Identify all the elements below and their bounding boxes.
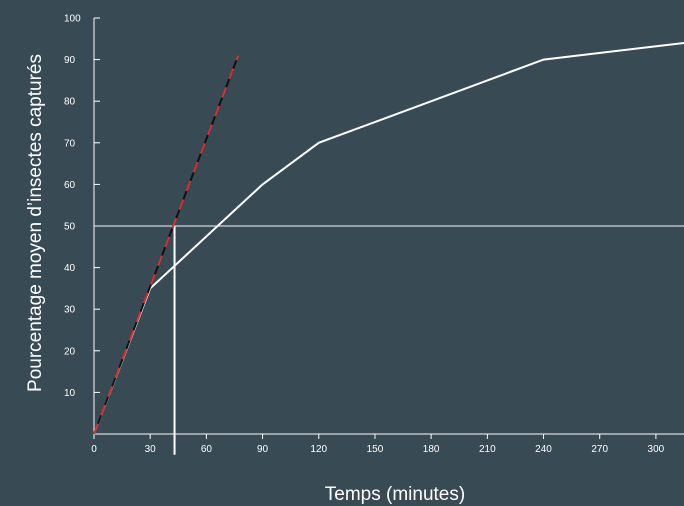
tangent-line-dashes <box>93 55 240 435</box>
capture-curve <box>93 41 684 435</box>
y-tick-label: 60 <box>64 180 76 191</box>
y-axis-title: Pourcentage moyen d’insectes capturés <box>25 54 46 392</box>
y-tick-label: 50 <box>64 222 76 233</box>
x-tick-label: 300 <box>648 444 665 455</box>
x-tick-label: 0 <box>91 444 97 455</box>
x-tick-label: 120 <box>310 444 327 455</box>
reference-lines-group <box>94 225 684 455</box>
y-tick-label: 30 <box>64 305 76 316</box>
y-tick-label: 90 <box>64 55 76 66</box>
x-tick-label: 60 <box>201 444 213 455</box>
ticks-group: 0 30 60 90 120 150 180 210 240 270 300 10 20 30 40 50 60… <box>64 14 665 456</box>
x-tick-label: 30 <box>145 444 157 455</box>
x-tick-label: 210 <box>479 444 496 455</box>
x-tick-label: 90 <box>257 444 269 455</box>
y-tick-label: 70 <box>64 138 76 149</box>
series-group <box>93 41 684 435</box>
x-tick-label: 180 <box>423 444 440 455</box>
y-tick-label: 80 <box>64 97 76 108</box>
x-tick-label: 240 <box>535 444 552 455</box>
x-tick-label: 150 <box>367 444 384 455</box>
y-tick-label: 40 <box>64 263 76 274</box>
y-tick-label: 10 <box>64 388 76 399</box>
y-tick-label: 20 <box>64 346 76 357</box>
x-axis-title: Temps (minutes) <box>325 484 465 505</box>
y-tick-label: 100 <box>64 14 81 25</box>
x-tick-label: 270 <box>591 444 608 455</box>
